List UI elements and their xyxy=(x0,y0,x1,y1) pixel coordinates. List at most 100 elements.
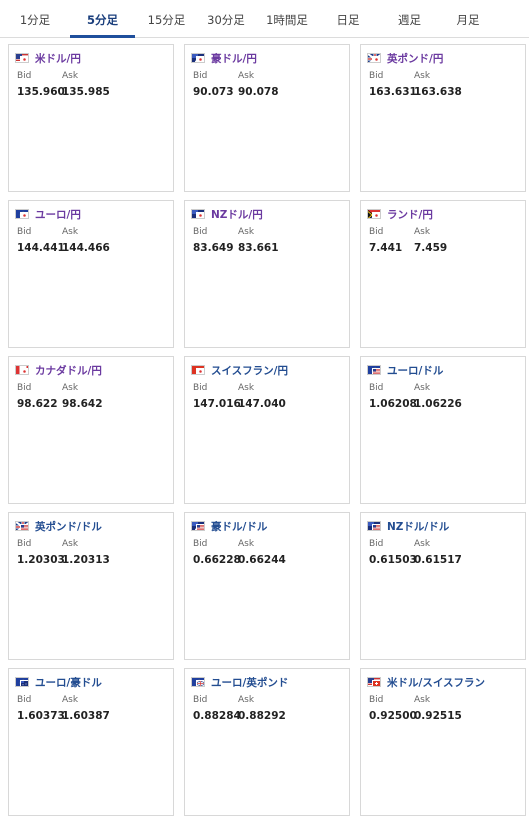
card-header: 20:3021:3022:301.2041.2021.21.198 英ポンド/ドル xyxy=(15,520,102,533)
bid-label: Bid xyxy=(193,383,208,393)
ask-value: 135.985 xyxy=(62,86,110,98)
card-header: 20:3021:3022:30145144.8144.6144.4 ユーロ/円 xyxy=(15,208,81,221)
card-header: 20:3021:3022:300.8840.8830.882 ユーロ/英ポンド xyxy=(191,676,289,689)
price-chart[interactable] xyxy=(13,418,169,500)
pair-name-link[interactable]: 豪ドル/円 xyxy=(211,52,257,65)
price-chart[interactable] xyxy=(189,106,345,188)
price-chart[interactable] xyxy=(13,106,169,188)
bid-value: 1.20303 xyxy=(17,554,65,566)
ask-label: Ask xyxy=(238,695,255,705)
pair-name-link[interactable]: 英ポンド/円 xyxy=(387,52,444,65)
flag-icon: 20:3021:3022:300.8840.8830.882 xyxy=(191,677,205,687)
ask-value: 163.638 xyxy=(414,86,462,98)
tab-3[interactable]: 15分足 xyxy=(147,13,186,27)
ask-label: Ask xyxy=(414,383,431,393)
price-chart[interactable] xyxy=(189,262,345,344)
card-header: 20:3021:3022:300.6140.612 NZドル/ドル xyxy=(367,520,450,533)
flag-icon: 20:3021:3022:3083.883.783.683.5 xyxy=(191,209,205,219)
flag-icon: 20:3021:3022:301.0621.061.058 xyxy=(367,365,381,375)
pair-name-link[interactable]: ランド/円 xyxy=(387,208,433,221)
ask-value: 7.459 xyxy=(414,242,448,254)
price-chart[interactable] xyxy=(189,418,345,500)
pair-name-link[interactable]: 米ドル/スイスフラン xyxy=(387,676,486,689)
price-chart[interactable] xyxy=(189,730,345,812)
pair-name-link[interactable]: NZドル/円 xyxy=(211,208,263,221)
price-chart[interactable] xyxy=(365,262,521,344)
rate-card[interactable]: 20:3021:3022:309998.898.6 カナダドル/円 Bid Ask 98… xyxy=(8,356,174,504)
tab-6[interactable]: 日足 xyxy=(336,13,360,27)
tab-1[interactable]: 1分足 xyxy=(19,13,51,27)
pair-name-link[interactable]: スイスフラン/円 xyxy=(211,364,289,377)
ask-value: 98.642 xyxy=(62,398,103,410)
bid-label: Bid xyxy=(17,383,32,393)
pair-name-link[interactable]: カナダドル/円 xyxy=(35,364,102,377)
timeframe-tabs: 1分足 5分足 15分足 30分足 1時間足 日足 週足 月足 xyxy=(0,0,529,38)
bid-label: Bid xyxy=(369,695,384,705)
tab-7[interactable]: 週足 xyxy=(398,13,421,27)
pair-name-link[interactable]: ユーロ/ドル xyxy=(387,364,444,377)
tab-8[interactable]: 月足 xyxy=(456,13,480,27)
bid-value: 0.92500 xyxy=(369,710,417,722)
price-chart[interactable] xyxy=(365,418,521,500)
bid-label: Bid xyxy=(369,71,384,81)
price-chart[interactable] xyxy=(189,574,345,656)
pair-name-link[interactable]: NZドル/ドル xyxy=(387,520,450,533)
bid-value: 0.88284 xyxy=(193,710,241,722)
rate-card[interactable]: 20:3021:3022:301.2041.2021.21.198 英ポンド/ドル… xyxy=(8,512,174,660)
ask-value: 0.92515 xyxy=(414,710,462,722)
bid-value: 7.441 xyxy=(369,242,403,254)
card-header: 20:3021:3022:307.467.447.42 ランド/円 xyxy=(367,208,433,221)
bid-value: 135.960 xyxy=(17,86,65,98)
price-chart[interactable] xyxy=(365,730,521,812)
ask-label: Ask xyxy=(414,695,431,705)
pair-name-link[interactable]: 英ポンド/ドル xyxy=(35,520,102,533)
bid-label: Bid xyxy=(193,695,208,705)
bid-label: Bid xyxy=(17,71,32,81)
rate-card[interactable]: 20:3021:3022:301.6081.6061.604 ユーロ/豪ドルBid… xyxy=(8,668,174,816)
ask-label: Ask xyxy=(62,383,79,393)
tab-2[interactable]: 5分足 xyxy=(70,0,135,38)
ask-label: Ask xyxy=(62,695,79,705)
pair-name-link[interactable]: ユーロ/豪ドル xyxy=(35,676,102,689)
ask-value: 0.61517 xyxy=(414,554,462,566)
bid-value: 0.61503 xyxy=(369,554,417,566)
pair-name-link[interactable]: ユーロ/円 xyxy=(35,208,81,221)
bid-value: 1.06208 xyxy=(369,398,417,410)
flag-icon: 20:3021:3022:30145144.8144.6144.4 xyxy=(15,209,29,219)
pair-name-link[interactable]: 豪ドル/ドル xyxy=(211,520,268,533)
rate-card[interactable]: 20:3021:3022:30145144.8144.6144.4 ユーロ/円Bi… xyxy=(8,200,174,348)
ask-label: Ask xyxy=(62,227,79,237)
bid-label: Bid xyxy=(369,383,384,393)
bid-value: 98.622 xyxy=(17,398,58,410)
pair-name-link[interactable]: 米ドル/円 xyxy=(35,52,81,65)
bid-value: 83.649 xyxy=(193,242,234,254)
ask-value: 147.040 xyxy=(238,398,286,410)
pair-name-link[interactable]: ユーロ/英ポンド xyxy=(211,676,289,689)
price-chart[interactable] xyxy=(365,574,521,656)
price-chart[interactable] xyxy=(13,574,169,656)
rate-card[interactable]: 20:3021:3022:3083.883.783.683.5 NZドル/円Bid… xyxy=(184,200,350,348)
tab-5[interactable]: 1時間足 xyxy=(266,13,308,27)
ask-value: 0.88292 xyxy=(238,710,286,722)
tab-4[interactable]: 30分足 xyxy=(207,13,245,27)
price-chart[interactable] xyxy=(365,106,521,188)
price-chart[interactable] xyxy=(13,730,169,812)
rate-card[interactable]: 20:3021:3022:30164.2164163.8163.6 英ポンド/円 B… xyxy=(360,44,526,192)
ask-label: Ask xyxy=(414,539,431,549)
ask-value: 1.20313 xyxy=(62,554,110,566)
rate-card[interactable]: 20:3021:3022:300.8840.8830.882 ユーロ/英ポンドBi… xyxy=(184,668,350,816)
price-chart[interactable] xyxy=(13,262,169,344)
card-header: 20:3021:3022:309998.898.6 カナダドル/円 xyxy=(15,364,102,377)
card-header: 20:3021:3022:30164.2164163.8163.6 英ポンド/円 xyxy=(367,52,444,65)
bid-value: 163.631 xyxy=(369,86,417,98)
